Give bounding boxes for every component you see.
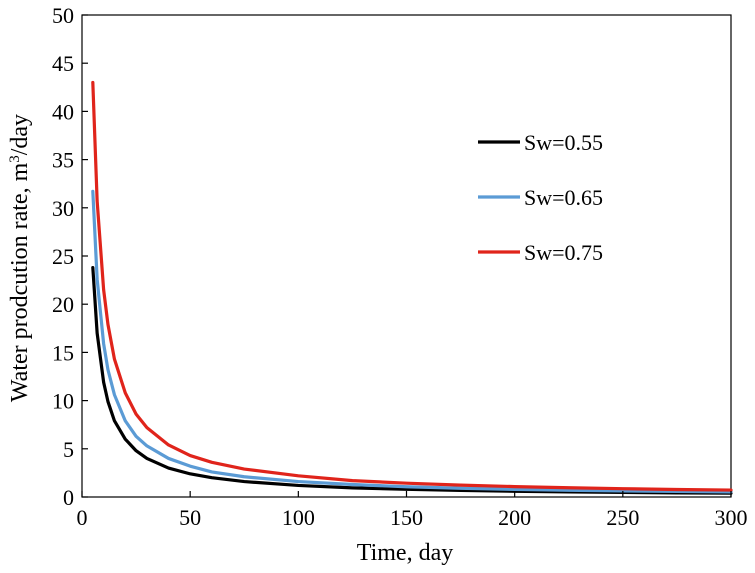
plot-area — [81, 14, 732, 498]
x-tick-label: 0 — [77, 505, 88, 530]
y-axis-title-main: Water prodcution rate, m — [7, 162, 33, 402]
y-tick-label: 20 — [52, 292, 74, 317]
x-tick-label: 50 — [179, 505, 201, 530]
x-axis-title: Time, day — [357, 540, 453, 566]
legend-label-3: Sw=0.75 — [524, 240, 603, 265]
y-tick-label: 50 — [52, 3, 74, 28]
y-tick-label: 15 — [52, 340, 74, 365]
y-tick-label: 30 — [52, 196, 74, 221]
y-tick-label: 0 — [63, 485, 74, 510]
legend-label-2: Sw=0.65 — [524, 185, 603, 210]
legend: Sw=0.55 Sw=0.65 Sw=0.75 — [478, 130, 603, 265]
y-axis-title: Water prodcution rate, m3/day — [7, 114, 33, 402]
y-tick-label: 45 — [52, 51, 74, 76]
x-tick-label: 100 — [282, 505, 315, 530]
y-tick-label: 10 — [52, 389, 74, 414]
y-tick-label: 40 — [52, 99, 74, 124]
series-line-3 — [91, 80, 733, 492]
series-layer — [91, 80, 733, 495]
legend-label-1: Sw=0.55 — [524, 130, 603, 155]
x-tick-label: 200 — [498, 505, 531, 530]
x-tick-label: 150 — [390, 505, 423, 530]
y-tick-label: 35 — [52, 148, 74, 173]
axes-layer: 0 50 100 150 200 250 300 0 5 10 15 20 25 30 35 40 45 50 — [52, 3, 748, 530]
y-tick-label: 25 — [52, 244, 74, 269]
y-axis-title-sup: 3 — [7, 155, 23, 163]
y-axis-title-tail: /day — [7, 114, 33, 155]
series-line-2 — [91, 189, 733, 494]
x-tick-label: 300 — [715, 505, 748, 530]
plot-frame — [81, 14, 732, 498]
x-tick-label: 250 — [606, 505, 639, 530]
series-line-1 — [91, 265, 733, 495]
y-tick-label: 5 — [63, 437, 74, 462]
